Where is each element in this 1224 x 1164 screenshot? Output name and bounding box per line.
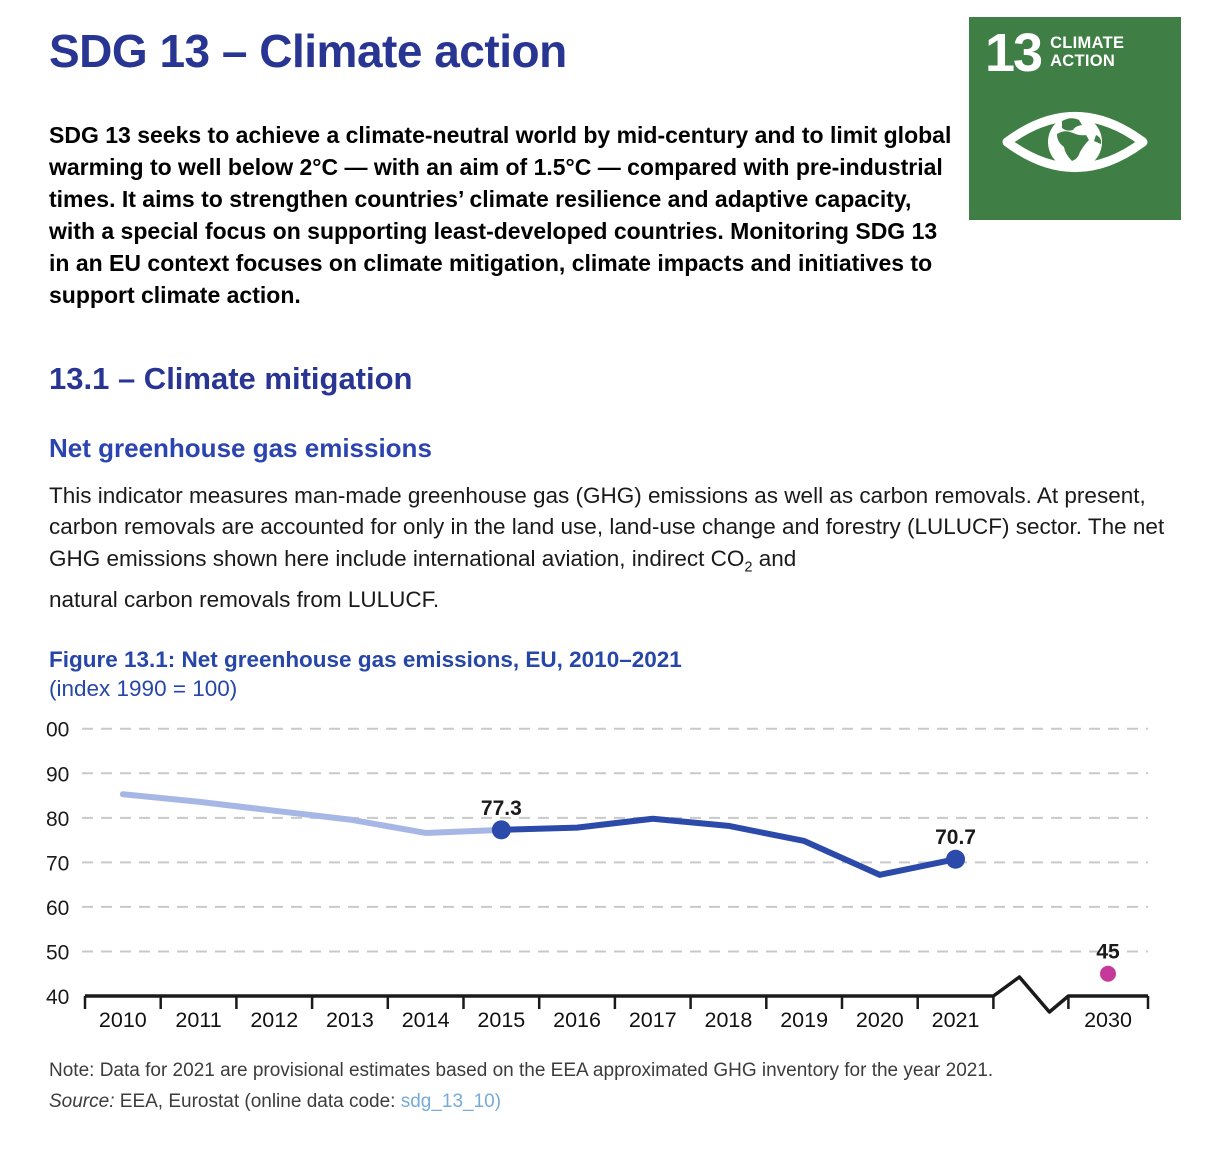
indicator-heading: Net greenhouse gas emissions [49,432,432,463]
data-label-2021: 70.7 [935,826,976,849]
indicator-text-3: natural carbon removals from LULUCF. [49,586,440,612]
indicator-text-1: This indicator measures man-made greenho… [49,482,1165,571]
section-heading: 13.1 – Climate mitigation [49,360,413,396]
intro-paragraph: SDG 13 seeks to achieve a climate-neutra… [49,121,952,308]
data-point-2030 [1100,965,1116,982]
x-tick-label: 2030 [1084,1008,1132,1032]
page-title: SDG 13 – Climate action [49,25,567,77]
indicator-text-2: and [752,545,797,571]
x-tick-label: 2010 [99,1008,147,1032]
x-tick-label: 2018 [705,1008,753,1032]
data-point-2021 [946,849,966,869]
x-tick-label: 2015 [477,1008,525,1032]
source-text: EEA, Eurostat (online data code: [119,1091,401,1113]
x-axis [85,975,1148,1014]
data-label-2030: 45 [1096,941,1120,964]
x-tick-label: 2013 [326,1008,374,1032]
figure-note: Note: Data for 2021 are provisional esti… [49,1060,994,1082]
x-tick-label: 2014 [402,1008,450,1032]
x-tick-label: 2017 [629,1008,677,1032]
figure-title: Figure 13.1: Net greenhouse gas emission… [49,647,682,673]
y-tick-label: 90 [46,763,69,786]
globe-continent-europe [1062,117,1082,131]
eye-outline [1002,111,1148,172]
figure-caption: Figure 13.1: Net greenhouse gas emission… [49,645,1180,703]
figure-source: Source: EEA, Eurostat (online data code:… [49,1091,1180,1113]
data-point-2015 [491,820,511,840]
x-tick-label: 2011 [175,1008,221,1032]
y-tick-label: 70 [46,852,69,875]
series-ghg-2010-2015 [119,791,505,837]
x-tick-label: 2012 [250,1008,298,1032]
x-tick-label: 2020 [856,1008,904,1032]
co2-subscript: 2 [744,559,753,576]
source-suffix: ) [494,1091,502,1113]
sdg-goal-title: CLIMATE ACTION [1050,34,1124,79]
x-tick-label: 2021 [932,1008,980,1032]
online-data-code-link[interactable]: sdg_13_10 [400,1091,495,1113]
y-tick-label: 50 [46,942,69,965]
sdg-goal-number: 13 [985,23,1043,83]
figure-unit: (index 1990 = 100) [49,676,238,702]
sdg-goal-title-line2: ACTION [1050,52,1116,71]
sdg-badge-header: 13 CLIMATE ACTION [969,17,1181,83]
source-label: Source: [49,1091,120,1113]
emissions-line-chart: 00 90 80 70 60 50 40 2010 2011 2012 2013 2014 2015 20… [46,719,1150,1032]
y-tick-label: 40 [46,986,69,1009]
globe-continent-africa [1057,130,1089,161]
figure-chart: 00 90 80 70 60 50 40 2010 2011 2012 2013 2014 2015 20… [44,711,1180,1046]
y-tick-label: 80 [46,808,69,831]
y-tick-label: 00 [46,719,69,742]
globe-continent-asia [1094,134,1102,144]
sdg13-badge: 13 CLIMATE ACTION [969,17,1181,220]
sdg-goal-title-line1: CLIMATE [1050,34,1125,52]
x-tick-label: 2016 [553,1008,601,1032]
data-label-2015: 77.3 [481,797,522,820]
series-ghg-2015-2021 [498,815,959,878]
x-tick-label: 2019 [780,1008,828,1032]
y-tick-label: 60 [46,897,69,920]
indicator-description: This indicator measures man-made greenho… [49,480,1180,616]
earth-eye-icon [1002,111,1148,172]
